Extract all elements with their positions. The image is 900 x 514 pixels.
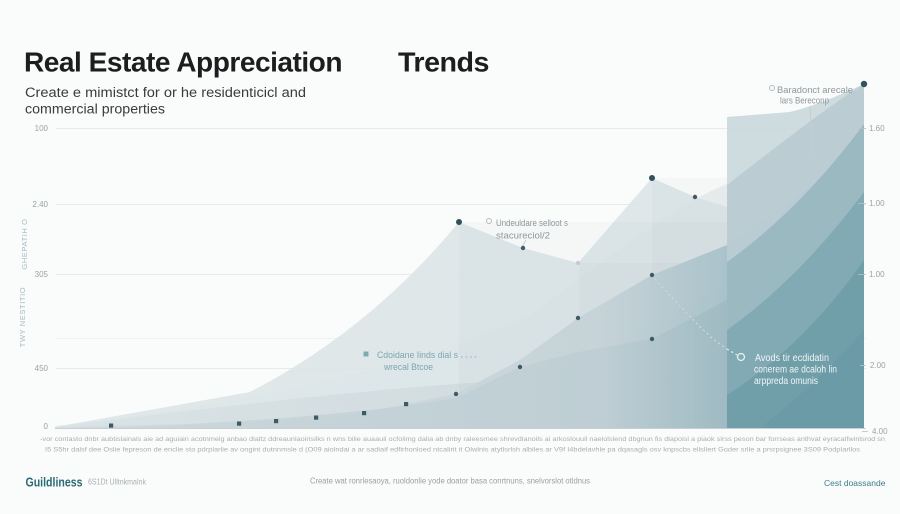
svg-text:100: 100 — [35, 124, 49, 133]
svg-text:450: 450 — [35, 364, 49, 373]
svg-text:conerem ae dcaloh lin: conerem ae dcaloh lin — [754, 365, 837, 376]
svg-text:Trends: Trends — [398, 47, 489, 78]
svg-text:2.40: 2.40 — [32, 200, 48, 209]
svg-text:4.00: 4.00 — [872, 427, 888, 436]
svg-text:lars Bereconp: lars Bereconp — [780, 96, 829, 107]
svg-text:GHEPATIH O: GHEPATIH O — [20, 218, 29, 269]
svg-text:Undeuldare selloot s: Undeuldare selloot s — [496, 218, 568, 229]
svg-text:Create wat ronrlesaoya, ruoldo: Create wat ronrlesaoya, ruoldonlie yode … — [310, 477, 590, 486]
svg-text:Baradonct arecale: Baradonct arecale — [777, 85, 853, 96]
svg-text:wrecal Btcoe: wrecal Btcoe — [383, 362, 433, 373]
svg-text:305: 305 — [35, 270, 49, 279]
svg-text:2.00: 2.00 — [870, 361, 886, 370]
svg-text:Guildliness: Guildliness — [26, 475, 83, 490]
svg-text:Create e mimistct for or he re: Create e mimistct for or he residenticic… — [25, 85, 306, 100]
svg-text:stacureciol/2: stacureciol/2 — [496, 231, 550, 242]
svg-text:1.00: 1.00 — [869, 270, 885, 279]
svg-text:Cest doassande: Cest doassande — [824, 478, 886, 488]
svg-text:Real Estate Appreciation: Real Estate Appreciation — [24, 47, 342, 78]
svg-text:-vor contasto dnbr aubtislaina: -vor contasto dnbr aubtislainals aie ad … — [40, 436, 885, 443]
svg-text:Cdoidane Iinds dial s: Cdoidane Iinds dial s — [377, 350, 458, 361]
svg-text:arppreda omunis: arppreda omunis — [754, 376, 818, 387]
svg-text:commercial properties: commercial properties — [25, 102, 165, 117]
svg-text:Avods tir ecdidatin: Avods tir ecdidatin — [755, 353, 829, 364]
svg-text:0: 0 — [44, 422, 49, 431]
svg-text:TWY NESTITIO: TWY NESTITIO — [18, 287, 27, 347]
svg-text:1.60: 1.60 — [869, 124, 885, 133]
svg-text:6S1Dt Ulltnkmalnk: 6S1Dt Ulltnkmalnk — [88, 478, 147, 487]
svg-text:I5 S5hr dalsf dee Oslie fepres: I5 S5hr dalsf dee Oslie fepreson de encl… — [45, 447, 861, 454]
svg-text:1.00: 1.00 — [869, 199, 885, 208]
